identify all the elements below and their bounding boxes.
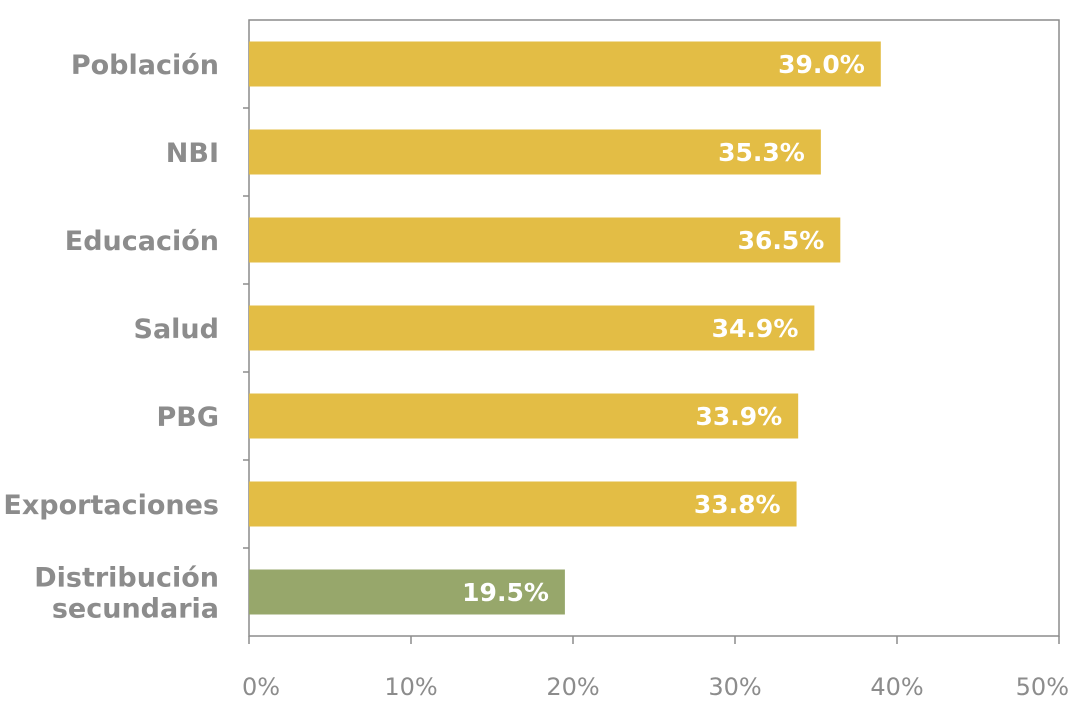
category-label: Población — [71, 50, 219, 81]
bar — [249, 393, 799, 439]
x-tick-label: 10% — [384, 673, 437, 701]
data-label: 35.3% — [718, 138, 805, 167]
data-label: 19.5% — [462, 578, 549, 607]
data-label: 34.9% — [712, 314, 799, 343]
category-label: Distribución — [34, 563, 219, 594]
bar — [249, 481, 797, 527]
category-label: Salud — [134, 314, 219, 345]
data-label: 33.9% — [695, 402, 782, 431]
bar — [249, 305, 815, 351]
x-tick-label: 20% — [546, 673, 599, 701]
bar — [249, 217, 841, 263]
x-tick-label: 0% — [242, 673, 280, 701]
category-label: secundaria — [52, 594, 219, 625]
bar — [249, 129, 821, 175]
bar — [249, 569, 565, 615]
data-label: 39.0% — [778, 50, 865, 79]
x-tick-label: 40% — [870, 673, 923, 701]
bar — [249, 41, 881, 87]
x-tick-label: 50% — [1016, 673, 1069, 701]
x-tick-label: 30% — [708, 673, 761, 701]
data-label: 33.8% — [694, 490, 781, 519]
category-label: PBG — [156, 402, 219, 433]
category-label: NBI — [166, 138, 219, 169]
category-label: Educación — [65, 226, 219, 257]
category-label: Exportaciones — [3, 490, 219, 521]
data-label: 36.5% — [738, 226, 825, 255]
